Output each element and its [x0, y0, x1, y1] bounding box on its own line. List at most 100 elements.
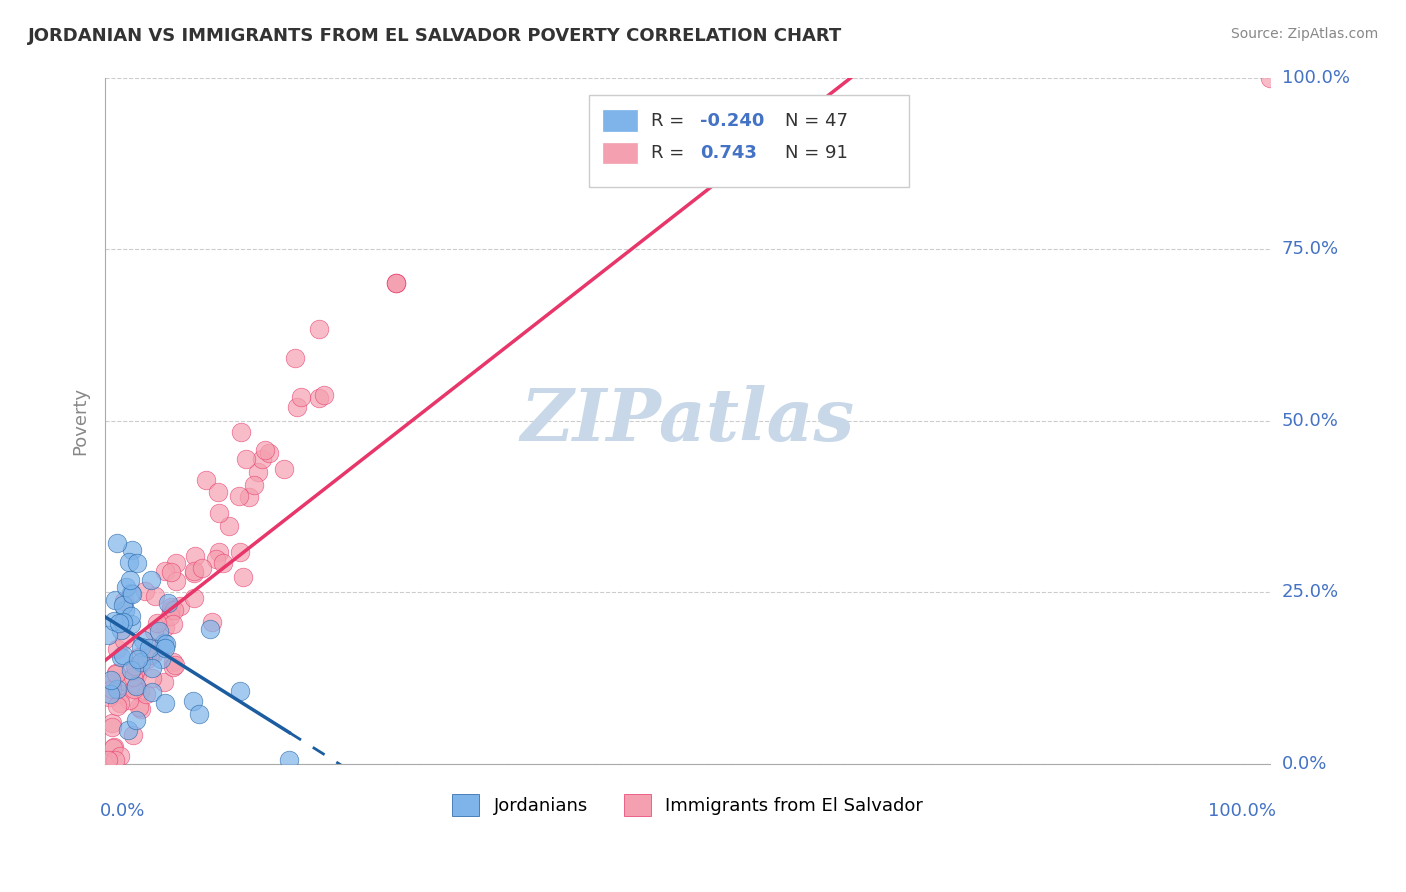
Point: [128, 700, 150, 714]
Point: [128, 685, 150, 699]
Point: [114, 603, 136, 617]
Point: [148, 624, 170, 639]
Text: Source: ZipAtlas.com: Source: ZipAtlas.com: [1230, 27, 1378, 41]
Point: [131, 633, 153, 648]
Point: [153, 636, 176, 650]
Point: [183, 591, 205, 605]
Point: [162, 659, 184, 673]
Point: [159, 599, 181, 614]
Point: [112, 632, 135, 647]
Point: [308, 322, 330, 336]
Point: [110, 688, 132, 702]
Text: 0.0%: 0.0%: [1282, 755, 1327, 772]
Point: [118, 555, 141, 569]
Point: [97, 628, 120, 642]
Point: [145, 615, 167, 630]
Point: [278, 753, 301, 767]
Text: ZIPatlas: ZIPatlas: [520, 385, 855, 456]
Point: [143, 624, 166, 638]
Point: [188, 706, 211, 721]
Point: [110, 623, 132, 637]
Point: [120, 586, 142, 600]
Point: [111, 648, 134, 663]
Point: [112, 598, 135, 612]
Point: [101, 720, 124, 734]
Point: [314, 388, 336, 402]
Point: [252, 452, 274, 467]
Legend: Jordanians, Immigrants from El Salvador: Jordanians, Immigrants from El Salvador: [444, 787, 931, 823]
Point: [139, 648, 162, 662]
Point: [201, 615, 224, 629]
Point: [141, 661, 163, 675]
Point: [120, 573, 142, 587]
Point: [183, 564, 205, 578]
Point: [169, 599, 191, 613]
Point: [125, 667, 148, 681]
Point: [104, 592, 127, 607]
Text: 75.0%: 75.0%: [1282, 240, 1339, 258]
Point: [212, 556, 235, 570]
Point: [229, 544, 252, 558]
Point: [162, 616, 184, 631]
Point: [231, 425, 253, 440]
Point: [228, 684, 250, 698]
Point: [208, 506, 231, 520]
Point: [153, 674, 176, 689]
Text: R =: R =: [651, 112, 690, 129]
Point: [121, 617, 143, 632]
Point: [105, 642, 128, 657]
Point: [98, 687, 121, 701]
Text: N = 91: N = 91: [786, 144, 848, 162]
Point: [125, 663, 148, 677]
Point: [385, 277, 408, 291]
Point: [96, 753, 118, 767]
Point: [120, 609, 142, 624]
FancyBboxPatch shape: [589, 95, 908, 187]
Point: [228, 489, 250, 503]
Point: [122, 681, 145, 696]
Point: [141, 685, 163, 699]
Point: [139, 574, 162, 588]
Point: [101, 682, 124, 697]
Point: [238, 491, 260, 505]
Point: [153, 620, 176, 634]
Text: 0.0%: 0.0%: [100, 802, 145, 820]
Point: [247, 465, 270, 479]
Point: [290, 390, 312, 404]
Point: [128, 649, 150, 664]
Point: [108, 748, 131, 763]
Point: [101, 715, 124, 730]
Point: [111, 615, 134, 629]
Point: [100, 673, 122, 687]
Point: [105, 681, 128, 696]
Point: [1258, 70, 1281, 85]
Point: [257, 446, 280, 460]
Point: [105, 666, 128, 681]
Point: [163, 603, 186, 617]
Point: [153, 640, 176, 655]
Text: 100.0%: 100.0%: [1208, 802, 1275, 820]
Point: [125, 679, 148, 693]
Point: [283, 351, 305, 366]
Point: [198, 622, 221, 636]
Point: [162, 655, 184, 669]
Point: [155, 697, 177, 711]
Point: [117, 723, 139, 738]
Text: 50.0%: 50.0%: [1282, 412, 1339, 430]
Point: [204, 551, 226, 566]
Point: [104, 667, 127, 681]
Point: [159, 565, 181, 579]
Point: [124, 659, 146, 673]
Point: [159, 608, 181, 623]
Point: [110, 650, 132, 665]
FancyBboxPatch shape: [603, 111, 637, 131]
Point: [103, 614, 125, 628]
Point: [129, 702, 152, 716]
Text: R =: R =: [651, 144, 690, 162]
Point: [108, 696, 131, 710]
Text: 100.0%: 100.0%: [1282, 69, 1350, 87]
Point: [121, 671, 143, 685]
Point: [122, 728, 145, 742]
Point: [105, 536, 128, 550]
Point: [103, 739, 125, 754]
